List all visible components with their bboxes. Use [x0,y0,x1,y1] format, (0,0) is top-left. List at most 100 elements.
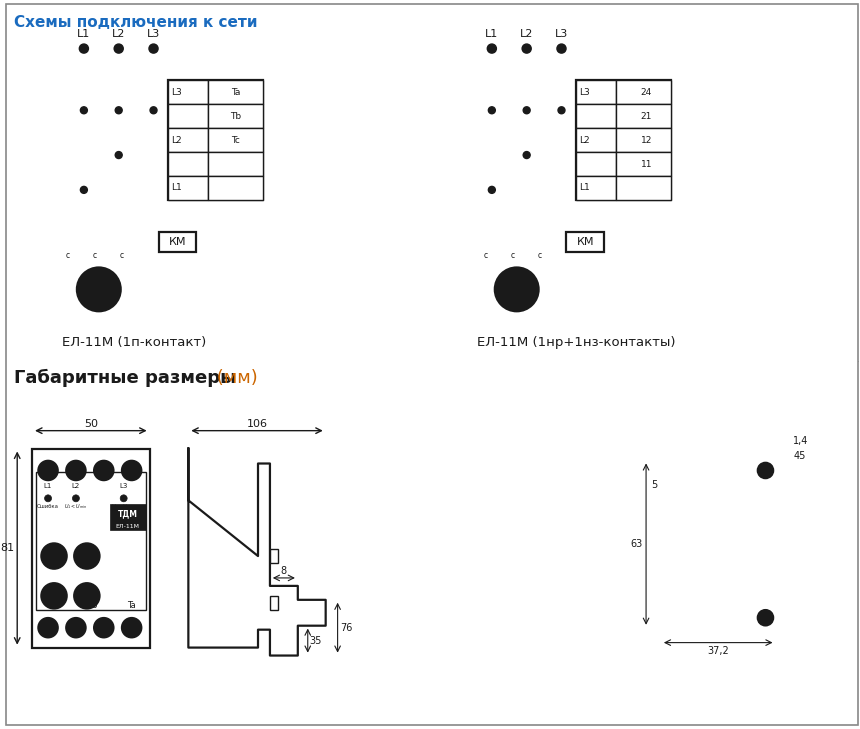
Bar [576,80,671,200]
Circle shape [38,461,58,480]
Text: 81: 81 [0,543,15,553]
Bar [270,549,278,563]
Circle shape [83,552,91,560]
Text: $U_1{>}U_{max}$: $U_1{>}U_{max}$ [111,502,136,511]
Circle shape [50,552,58,560]
Text: КМ: КМ [576,237,594,246]
Text: L3: L3 [580,88,590,97]
Bar [567,232,605,252]
Bar [169,80,263,200]
Bar [616,80,671,104]
Bar [208,152,263,176]
Text: 76: 76 [341,623,353,633]
Text: 24: 24 [641,88,652,97]
Circle shape [50,592,58,600]
Bar [169,104,208,128]
Text: 5: 5 [651,480,657,491]
Text: L2: L2 [171,136,182,144]
Circle shape [94,461,114,480]
Circle shape [523,106,530,114]
Bar [158,232,196,252]
Text: 21: 21 [641,112,652,121]
Text: $U_1{<}U_{min}$: $U_1{<}U_{min}$ [64,502,88,511]
Bar [616,104,671,128]
Bar [208,80,263,104]
Circle shape [66,617,86,638]
Circle shape [758,462,773,478]
Circle shape [557,44,566,53]
Circle shape [114,44,123,53]
Circle shape [74,583,100,609]
Text: Tb: Tb [87,601,97,610]
Bar [32,448,150,647]
Circle shape [558,106,565,114]
Text: ЕЛ-11М (1нр+1нз-контакты): ЕЛ-11М (1нр+1нз-контакты) [477,336,676,349]
Text: L1: L1 [485,28,499,39]
Text: L1: L1 [580,184,590,192]
Text: М: М [509,282,525,297]
Circle shape [488,44,496,53]
Circle shape [74,543,100,569]
Text: Ошибка: Ошибка [37,504,59,509]
Bar [576,176,616,200]
Bar [576,104,616,128]
Circle shape [149,44,158,53]
Text: 63: 63 [631,539,643,549]
Text: 1,4: 1,4 [793,436,808,445]
Circle shape [94,617,114,638]
Bar [110,504,145,530]
Circle shape [494,268,538,311]
Text: L3: L3 [147,28,160,39]
Circle shape [45,495,52,502]
Text: ТДМ: ТДМ [118,510,138,519]
Text: L2: L2 [580,136,590,144]
Text: 11: 11 [641,160,652,168]
Circle shape [72,495,79,502]
Circle shape [80,187,88,193]
Circle shape [488,187,495,193]
Text: 35: 35 [310,636,322,646]
Text: L2: L2 [520,28,533,39]
Text: L2: L2 [71,483,80,489]
Text: L3: L3 [171,88,182,97]
Text: 12: 12 [641,136,652,144]
Text: КМ: КМ [169,237,186,246]
Circle shape [80,106,88,114]
Circle shape [66,461,86,480]
Text: L1: L1 [77,28,90,39]
Text: L2: L2 [112,28,126,39]
Bar [576,80,616,104]
Circle shape [77,268,120,311]
Text: L3: L3 [555,28,568,39]
Text: L1: L1 [44,483,52,489]
Bar [208,176,263,200]
Bar [169,80,208,104]
Bar [36,472,145,609]
Circle shape [83,592,91,600]
Text: c: c [538,251,542,260]
Circle shape [38,617,58,638]
Text: 8: 8 [281,566,287,576]
Text: Габаритные размеры: Габаритные размеры [15,369,236,387]
Text: c: c [120,251,124,260]
Bar [270,596,278,609]
Text: c: c [484,251,488,260]
Text: Схемы подключения к сети: Схемы подключения к сети [15,15,258,30]
Bar [169,152,208,176]
Text: L3: L3 [120,483,128,489]
Text: ЕЛ-11М: ЕЛ-11М [115,523,139,529]
Circle shape [120,495,127,502]
Text: 45: 45 [793,451,806,461]
Circle shape [758,609,773,625]
Circle shape [522,44,531,53]
Bar [169,176,208,200]
Text: Tc: Tc [231,136,240,144]
Text: Tb: Tb [230,112,241,121]
Circle shape [115,106,122,114]
Circle shape [121,617,142,638]
Text: (мм): (мм) [212,369,258,387]
Bar [616,152,671,176]
Text: 50: 50 [83,418,98,429]
Circle shape [79,44,89,53]
Bar [576,152,616,176]
